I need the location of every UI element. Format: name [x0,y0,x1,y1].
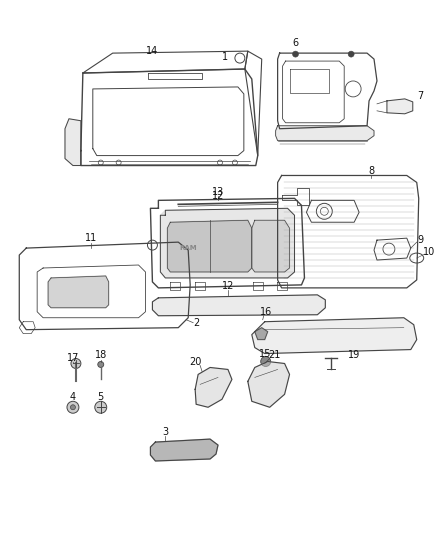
Text: 5: 5 [98,392,104,402]
Circle shape [71,405,75,410]
Text: 2: 2 [193,318,199,328]
Polygon shape [387,99,413,114]
Text: 3: 3 [162,427,168,437]
Text: 15: 15 [258,349,271,359]
Circle shape [293,51,298,57]
Text: 6: 6 [293,38,299,48]
Circle shape [71,359,81,368]
Text: 17: 17 [67,352,79,362]
Circle shape [95,401,107,413]
Text: 12: 12 [212,191,224,201]
Polygon shape [65,119,81,166]
Polygon shape [255,328,268,340]
Text: 9: 9 [418,235,424,245]
Text: 10: 10 [423,247,435,257]
Circle shape [261,357,271,367]
Polygon shape [252,318,417,353]
Text: 8: 8 [368,166,374,175]
Text: 1: 1 [222,52,228,62]
Circle shape [98,361,104,367]
Text: 19: 19 [348,350,360,360]
Text: 11: 11 [85,233,97,243]
Polygon shape [150,439,218,461]
Polygon shape [248,361,290,407]
Text: 16: 16 [260,307,272,317]
Circle shape [67,401,79,413]
Text: 18: 18 [95,350,107,360]
Text: 7: 7 [417,91,424,101]
Text: RAM: RAM [180,245,197,251]
Text: 14: 14 [146,46,159,56]
Circle shape [348,51,354,57]
Text: 12: 12 [222,281,234,291]
Polygon shape [252,220,290,272]
Text: 13: 13 [212,188,224,197]
Text: 4: 4 [70,392,76,402]
Polygon shape [195,367,232,407]
Polygon shape [167,220,252,272]
Text: 21: 21 [268,350,281,360]
Polygon shape [160,208,294,278]
Polygon shape [48,276,109,308]
Polygon shape [152,295,325,316]
Polygon shape [276,126,374,141]
Text: 20: 20 [189,357,201,367]
